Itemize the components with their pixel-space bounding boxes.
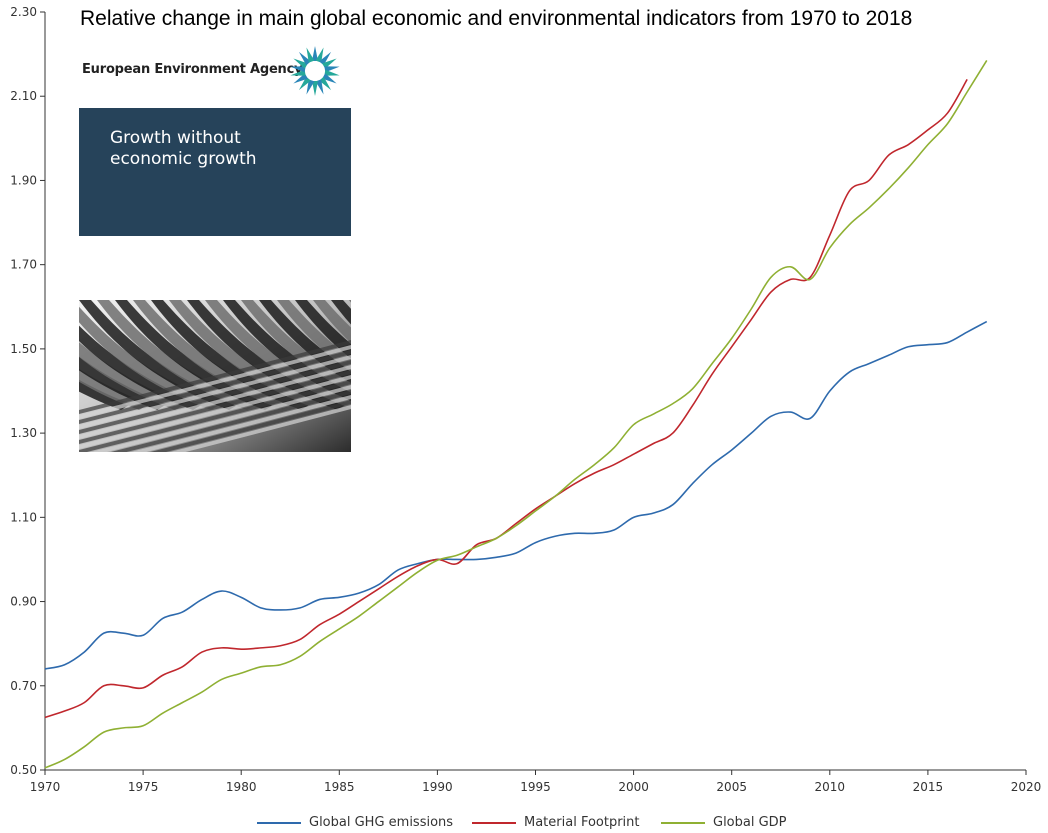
y-tick-label: 1.70: [10, 258, 37, 272]
series-layer: [44, 60, 988, 769]
cover-title-line2: economic growth: [110, 149, 257, 169]
report-cover: Growth without economic growth: [79, 108, 351, 452]
eea-logo: European Environment Agency: [80, 44, 352, 98]
legend-label: Global GDP: [713, 815, 787, 830]
cover-photo: [79, 300, 351, 452]
legend-swatch: [661, 821, 705, 824]
legend-label: Global GHG emissions: [309, 815, 454, 830]
legend-swatch: [472, 821, 516, 824]
y-tick-label: 2.10: [10, 89, 37, 103]
legend-item-global-gdp: Global GDP: [661, 815, 787, 830]
y-tick-label: 2.30: [10, 5, 37, 19]
cover-title-line1: Growth without: [110, 128, 241, 148]
x-tick-label: 1975: [128, 780, 159, 794]
legend-item-material-footprint: Material Footprint: [472, 815, 640, 830]
x-tick-label: 2015: [913, 780, 944, 794]
cover-header: Growth without economic growth: [79, 108, 351, 236]
y-tick-label: 1.10: [10, 510, 37, 524]
legend-label: Material Footprint: [524, 815, 640, 830]
x-tick-label: 2020: [1011, 780, 1042, 794]
y-tick-label: 0.90: [10, 595, 37, 609]
legend: Global GHG emissions Material Footprint Gl…: [0, 815, 1048, 833]
x-tick-label: 1985: [324, 780, 355, 794]
x-tick-label: 2000: [618, 780, 649, 794]
series-line-global-ghg-emissions: [44, 320, 988, 670]
agency-name: European Environment Agency: [82, 62, 303, 77]
x-tick-label: 1995: [520, 780, 551, 794]
x-tick-label: 1980: [226, 780, 257, 794]
cover-title: Growth without economic growth: [110, 128, 310, 170]
y-tick-label: 0.70: [10, 679, 37, 693]
y-tick-label: 1.30: [10, 426, 37, 440]
series-line-global-gdp: [44, 60, 988, 769]
x-tick-label: 2005: [716, 780, 747, 794]
axes: 0.50 0.70 0.90 1.10 1.30 1.50 1.70 1.90 2.10 2.30…: [10, 5, 1041, 794]
x-tick-label: 1970: [30, 780, 61, 794]
y-tick-label: 1.50: [10, 342, 37, 356]
eea-sun-icon: [290, 46, 340, 96]
y-tick-label: 0.50: [10, 763, 37, 777]
x-tick-label: 2010: [815, 780, 846, 794]
chart-title: Relative change in main global economic …: [80, 7, 913, 30]
legend-swatch: [257, 821, 301, 824]
x-tick-label: 1990: [422, 780, 453, 794]
legend-item-global-ghg-emissions: Global GHG emissions: [257, 815, 453, 830]
y-tick-label: 1.90: [10, 173, 37, 187]
